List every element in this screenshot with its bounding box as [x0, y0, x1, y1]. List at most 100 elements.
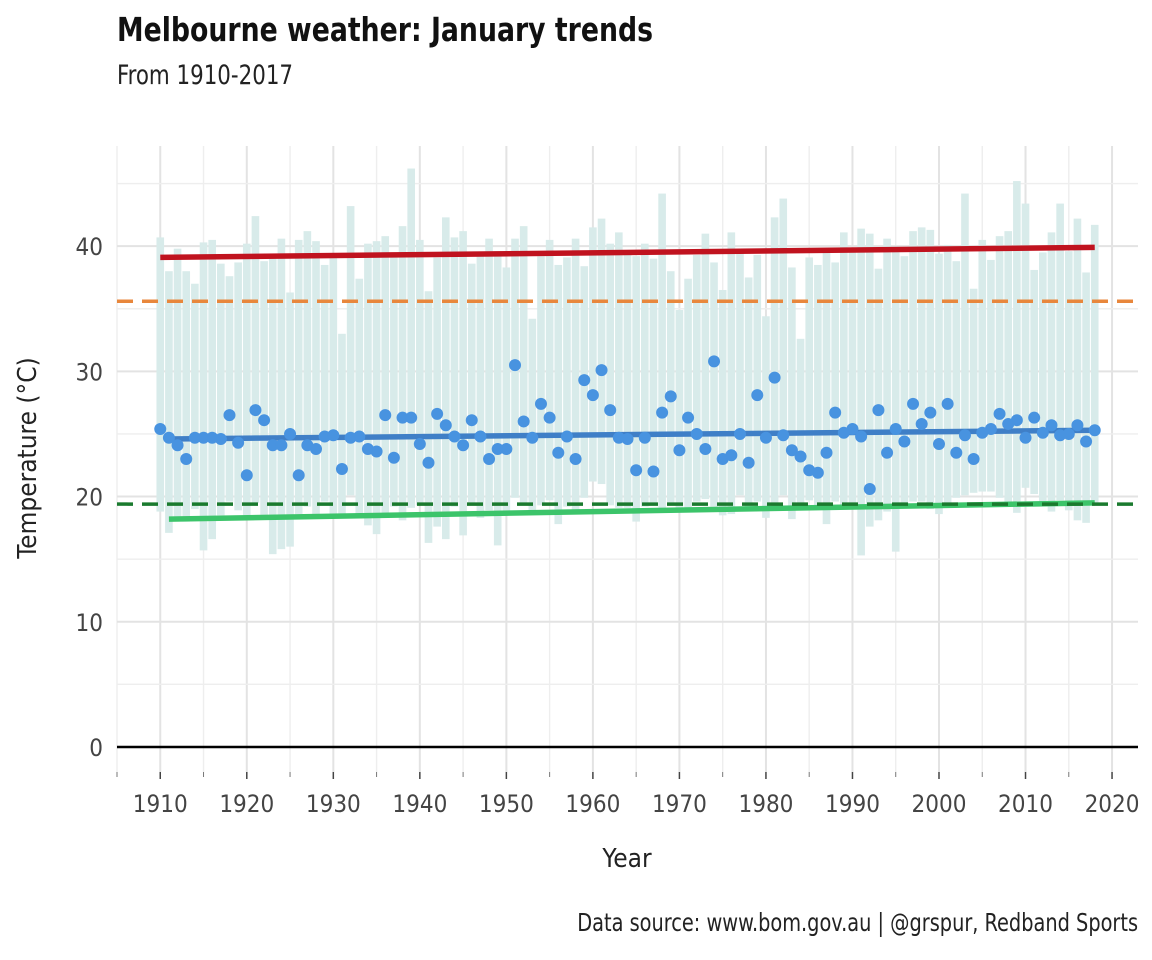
range-bar — [390, 252, 398, 507]
y-tick-label: 10 — [76, 609, 103, 637]
x-tick-label: 1920 — [219, 790, 274, 818]
range-bar — [225, 276, 234, 502]
mean-point — [197, 431, 210, 444]
mean-points — [154, 355, 1101, 496]
mean-point — [223, 409, 236, 422]
mean-point — [638, 431, 651, 444]
mean-point — [1028, 411, 1041, 424]
range-bar — [952, 261, 961, 498]
mean-point — [595, 364, 608, 377]
mean-point — [690, 427, 703, 440]
range-bar — [943, 244, 952, 508]
range-bar — [528, 318, 537, 511]
x-axis-title: Year — [601, 844, 652, 874]
mean-point — [872, 404, 885, 417]
range-bar — [173, 248, 182, 518]
range-bar — [909, 231, 917, 502]
mean-point — [586, 389, 599, 402]
mean-point — [855, 430, 868, 443]
range-bar — [831, 262, 839, 502]
mean-point — [154, 422, 167, 435]
range-bar — [407, 168, 415, 508]
range-bar — [346, 206, 355, 496]
range-bar — [251, 216, 260, 503]
mean-point — [526, 431, 539, 444]
range-bar — [450, 237, 459, 507]
mean-point — [534, 397, 547, 410]
range-bar — [814, 264, 822, 508]
range-bar — [666, 271, 675, 503]
range-bar — [606, 243, 615, 506]
mean-point — [604, 404, 617, 417]
range-bar — [926, 229, 935, 510]
range-bar — [848, 248, 857, 508]
mean-point — [647, 465, 660, 478]
range-bar — [545, 239, 554, 501]
mean-point — [699, 442, 712, 455]
mean-point — [1088, 424, 1101, 437]
range-bar — [961, 193, 969, 496]
mean-point — [881, 446, 894, 459]
mean-point — [431, 407, 444, 420]
range-bar — [917, 227, 926, 502]
range-bar — [796, 338, 805, 505]
mean-point — [1036, 426, 1049, 439]
mean-point — [656, 406, 669, 419]
range-bar — [424, 291, 433, 543]
mean-point — [284, 427, 297, 440]
x-tick-label: 1930 — [306, 790, 361, 818]
range-bar — [234, 262, 242, 511]
mean-point — [387, 451, 400, 464]
mean-point — [993, 407, 1006, 420]
range-bar — [615, 232, 623, 508]
x-tick-label: 1960 — [565, 790, 620, 818]
range-bar — [1082, 272, 1090, 523]
mean-point — [1019, 431, 1032, 444]
mean-point — [448, 430, 461, 443]
range-bar — [969, 288, 978, 493]
mean-point — [249, 404, 262, 417]
mean-point — [751, 389, 764, 402]
mean-point — [569, 453, 582, 465]
mean-point — [820, 446, 833, 459]
mean-point — [967, 453, 980, 465]
mean-point — [1071, 419, 1084, 432]
mean-point — [232, 436, 245, 449]
mean-point — [292, 469, 305, 482]
range-bar — [822, 251, 831, 525]
mean-point — [491, 442, 504, 455]
mean-point — [422, 456, 435, 469]
range-bar — [710, 262, 718, 507]
mean-point — [258, 414, 271, 427]
mean-point — [673, 444, 686, 457]
range-bar — [156, 237, 165, 512]
range-bar — [640, 243, 649, 507]
range-bar — [459, 231, 467, 536]
mean-point — [465, 414, 478, 427]
range-bar — [303, 231, 312, 507]
mean-point — [188, 431, 201, 444]
range-bar — [372, 241, 381, 535]
mean-point — [517, 415, 530, 428]
range-bar — [753, 254, 762, 502]
mean-point — [664, 390, 677, 403]
range-bar — [865, 233, 874, 527]
mean-point — [439, 419, 452, 432]
range-bar — [1013, 181, 1021, 513]
range-bar — [320, 264, 329, 502]
range-bar — [502, 267, 511, 516]
range-bar — [701, 233, 710, 500]
mean-point — [777, 429, 790, 442]
mean-point — [682, 411, 695, 424]
mean-point — [1010, 414, 1023, 427]
mean-point — [898, 435, 911, 448]
range-bar — [537, 256, 545, 506]
range-bar — [571, 238, 580, 512]
range-bar — [338, 333, 346, 518]
mean-point — [984, 422, 997, 435]
mean-point — [630, 464, 643, 477]
x-tick-label: 2020 — [1085, 790, 1140, 818]
range-bar — [416, 239, 424, 506]
range-bar — [277, 238, 286, 550]
